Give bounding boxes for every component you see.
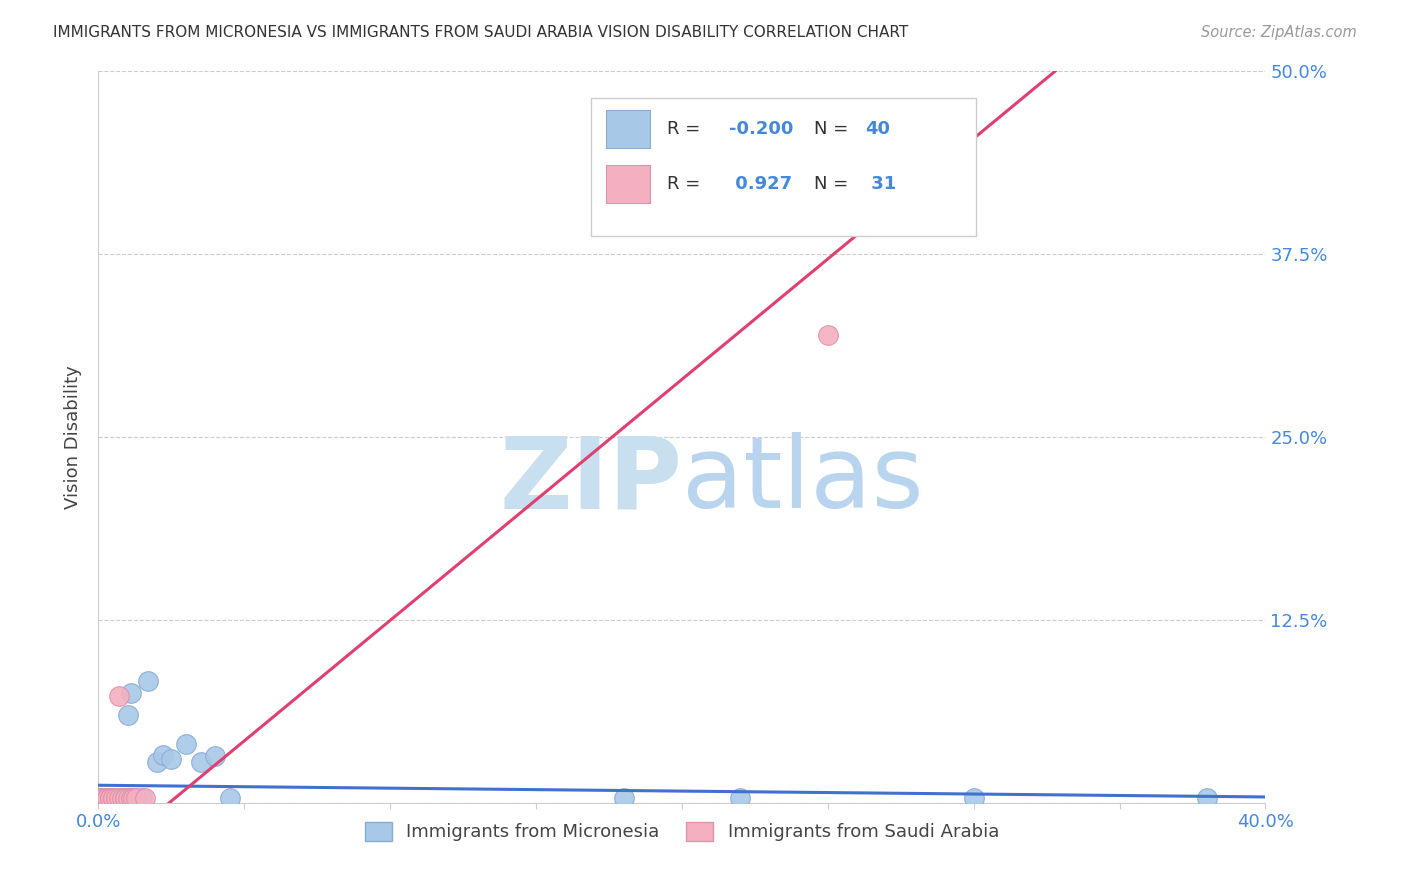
Text: R =: R = [666, 120, 706, 138]
Point [612, 791, 634, 805]
Point [108, 791, 131, 805]
Point [190, 755, 212, 769]
FancyBboxPatch shape [591, 98, 976, 235]
Point [96, 791, 118, 805]
Point [96, 791, 118, 805]
Point [90, 791, 112, 805]
Point [134, 791, 156, 805]
Bar [606, 165, 651, 203]
Point [131, 791, 153, 805]
Point [962, 791, 984, 805]
Point [122, 791, 145, 805]
Text: N =: N = [814, 175, 853, 193]
Point [104, 791, 127, 805]
Point [93, 791, 115, 805]
Point [96, 791, 118, 805]
Point [136, 674, 159, 689]
Point [146, 755, 169, 769]
Text: atlas: atlas [682, 433, 924, 530]
Point [98, 791, 121, 805]
Point [108, 791, 131, 805]
Point [117, 708, 139, 723]
Point [114, 791, 136, 805]
Point [114, 791, 136, 805]
Point [90, 791, 112, 805]
Text: N =: N = [814, 120, 853, 138]
Point [101, 791, 124, 805]
Point [108, 791, 131, 805]
Point [174, 737, 197, 751]
Point [1195, 791, 1218, 805]
Point [101, 791, 124, 805]
Point [108, 689, 131, 703]
Point [98, 791, 121, 805]
Point [96, 791, 118, 805]
Text: 31: 31 [865, 175, 897, 193]
Point [125, 791, 148, 805]
Text: 40: 40 [865, 120, 890, 138]
Point [98, 791, 121, 805]
Point [101, 791, 124, 805]
Point [111, 791, 134, 805]
Point [160, 752, 183, 766]
Point [90, 791, 112, 805]
Point [117, 791, 139, 805]
Point [90, 791, 112, 805]
Point [96, 791, 118, 805]
Point [152, 747, 174, 762]
Point [90, 791, 112, 805]
Text: IMMIGRANTS FROM MICRONESIA VS IMMIGRANTS FROM SAUDI ARABIA VISION DISABILITY COR: IMMIGRANTS FROM MICRONESIA VS IMMIGRANTS… [53, 25, 908, 40]
Point [101, 791, 124, 805]
Point [93, 791, 115, 805]
Point [120, 791, 142, 805]
Point [120, 686, 142, 700]
Point [90, 791, 112, 805]
Point [104, 791, 127, 805]
Point [122, 791, 145, 805]
Point [93, 791, 115, 805]
Point [93, 791, 115, 805]
Point [204, 749, 226, 764]
Y-axis label: Vision Disability: Vision Disability [65, 365, 83, 509]
Point [96, 791, 118, 805]
Point [104, 791, 127, 805]
Point [98, 791, 121, 805]
Bar [606, 110, 651, 148]
Point [111, 791, 134, 805]
Point [96, 791, 118, 805]
Point [125, 791, 148, 805]
Point [93, 791, 115, 805]
Point [117, 791, 139, 805]
Point [101, 791, 124, 805]
Text: 0.927: 0.927 [728, 175, 792, 193]
Point [104, 791, 127, 805]
Point [98, 791, 121, 805]
Point [101, 791, 124, 805]
Point [111, 791, 134, 805]
Text: Source: ZipAtlas.com: Source: ZipAtlas.com [1201, 25, 1357, 40]
Legend: Immigrants from Micronesia, Immigrants from Saudi Arabia: Immigrants from Micronesia, Immigrants f… [357, 814, 1007, 848]
Point [114, 791, 136, 805]
Point [817, 327, 839, 342]
Text: -0.200: -0.200 [728, 120, 793, 138]
Point [90, 791, 112, 805]
Point [93, 791, 115, 805]
Point [98, 791, 121, 805]
Point [93, 791, 115, 805]
Text: R =: R = [666, 175, 706, 193]
Point [730, 791, 752, 805]
Text: ZIP: ZIP [499, 433, 682, 530]
Point [218, 791, 240, 805]
